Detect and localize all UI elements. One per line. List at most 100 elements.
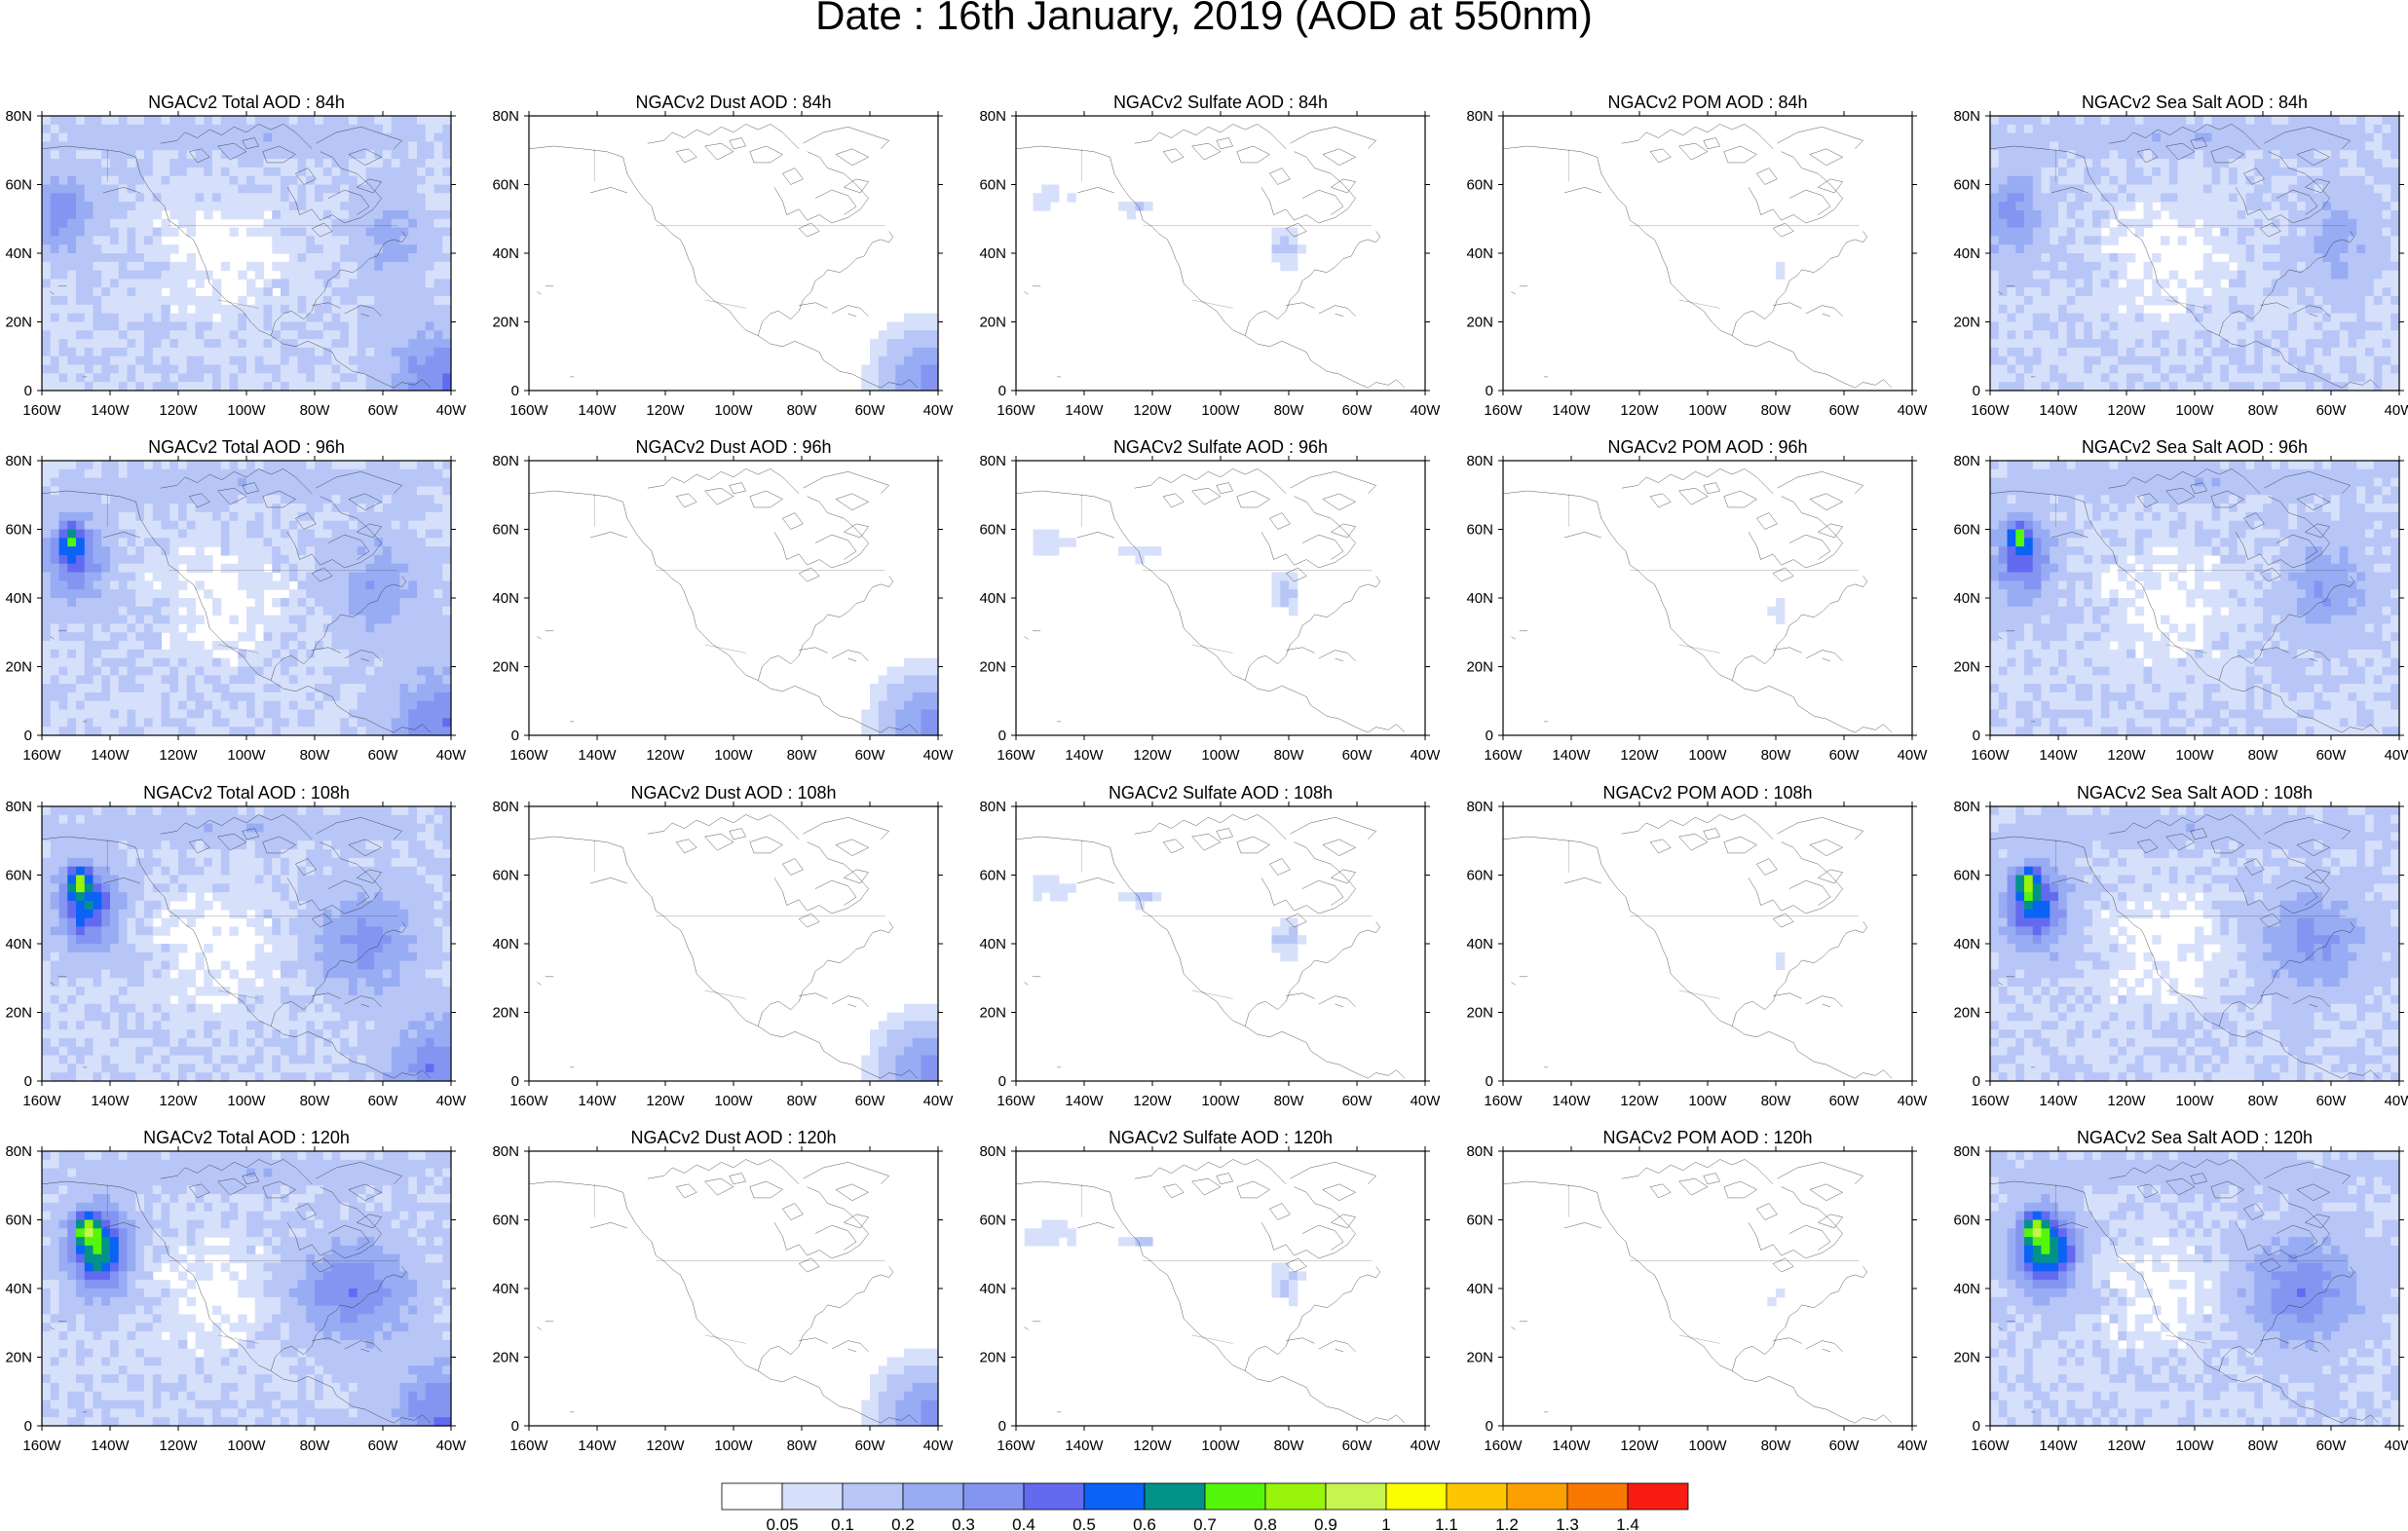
aod-cell <box>1998 270 2009 280</box>
aod-cell <box>50 304 60 315</box>
aod-cell <box>2373 330 2384 340</box>
aod-cell <box>67 657 77 668</box>
aod-cell <box>93 355 102 366</box>
aod-cell <box>2066 382 2077 392</box>
aod-cell <box>272 615 282 625</box>
aod-cell <box>357 270 367 280</box>
aod-cell <box>357 355 367 366</box>
aod-cell <box>383 382 393 392</box>
aod-cell <box>349 355 358 366</box>
aod-cell <box>288 700 299 711</box>
aod-cell <box>144 546 154 556</box>
aod-cell <box>169 649 179 659</box>
aod-cell <box>2100 132 2111 143</box>
aod-cell <box>331 580 341 590</box>
aod-cell <box>2305 209 2315 220</box>
aod-cell <box>195 477 205 488</box>
aod-cell <box>374 572 384 581</box>
aod-cell <box>383 304 393 315</box>
aod-cell <box>365 313 375 323</box>
aod-cell <box>886 355 896 366</box>
aod-cell <box>152 632 163 642</box>
aod-cell <box>2032 321 2043 331</box>
aod-cell <box>2066 313 2077 323</box>
aod-cell <box>2058 468 2068 479</box>
aod-cell <box>229 529 239 539</box>
aod-cell <box>2050 261 2059 272</box>
aod-cell <box>67 666 77 676</box>
aod-cell <box>315 167 324 177</box>
aod-cell <box>349 202 358 211</box>
aod-cell <box>904 684 914 693</box>
aod-cell <box>2075 159 2085 168</box>
aod-cell <box>101 347 111 357</box>
aod-cell <box>399 615 409 625</box>
aod-cell <box>895 330 905 340</box>
aod-cell <box>2279 141 2289 151</box>
aod-cell <box>101 296 111 306</box>
aod-cell <box>76 141 86 151</box>
aod-cell <box>161 529 170 539</box>
aod-cell <box>84 313 94 323</box>
aod-cell <box>58 511 68 522</box>
aod-cell <box>2297 287 2307 297</box>
aod-cell <box>2134 159 2145 168</box>
aod-cell <box>263 218 273 229</box>
aod-cell <box>263 684 273 693</box>
aod-cell <box>322 313 333 323</box>
aod-cell <box>272 477 282 488</box>
aod-cell <box>93 364 102 374</box>
aod-cell <box>144 511 154 522</box>
aod-cell <box>383 296 393 306</box>
aod-cell <box>2382 461 2391 470</box>
aod-cell <box>297 546 307 556</box>
aod-cell <box>357 691 367 702</box>
aod-cell <box>2134 304 2145 315</box>
aod-cell <box>417 511 427 522</box>
aod-cell <box>2365 236 2375 245</box>
aod-cell <box>2229 364 2239 374</box>
aod-cell <box>101 727 111 736</box>
aod-cell <box>383 236 393 245</box>
aod-cell <box>246 727 256 736</box>
aod-cell <box>2024 347 2034 357</box>
aod-cell <box>135 279 145 288</box>
aod-cell <box>58 641 68 651</box>
aod-cell <box>127 657 136 668</box>
aod-cell <box>161 546 170 556</box>
aod-cell <box>220 321 231 331</box>
aod-cell <box>417 218 427 229</box>
aod-cell <box>152 606 163 616</box>
aod-cell <box>1280 589 1290 599</box>
aod-cell <box>425 623 435 633</box>
aod-cell <box>870 727 880 736</box>
aod-cell <box>2348 236 2357 245</box>
aod-cell <box>349 477 358 488</box>
aod-cell <box>220 209 231 220</box>
aod-cell <box>886 675 896 685</box>
aod-cell <box>110 296 120 306</box>
aod-cell <box>2143 193 2153 203</box>
aod-cell <box>322 339 333 349</box>
aod-cell <box>2126 167 2136 177</box>
aod-cell <box>1998 321 2009 331</box>
aod-cell <box>306 159 316 168</box>
aod-cell <box>84 598 94 608</box>
aod-cell <box>204 666 213 676</box>
aod-cell <box>127 124 136 134</box>
aod-cell <box>58 364 68 374</box>
aod-cell <box>357 615 367 625</box>
aod-cell <box>442 253 452 263</box>
aod-cell <box>229 364 239 374</box>
aod-cell <box>67 641 77 651</box>
aod-cell <box>204 657 213 668</box>
aod-cell <box>340 141 350 151</box>
aod-cell <box>340 468 350 479</box>
aod-cell <box>2211 132 2221 143</box>
aod-cell <box>127 598 136 608</box>
aod-cell <box>118 202 129 211</box>
aod-cell <box>2279 270 2289 280</box>
aod-cell <box>118 641 129 651</box>
aod-cell <box>118 709 129 719</box>
aod-cell <box>2041 159 2051 168</box>
